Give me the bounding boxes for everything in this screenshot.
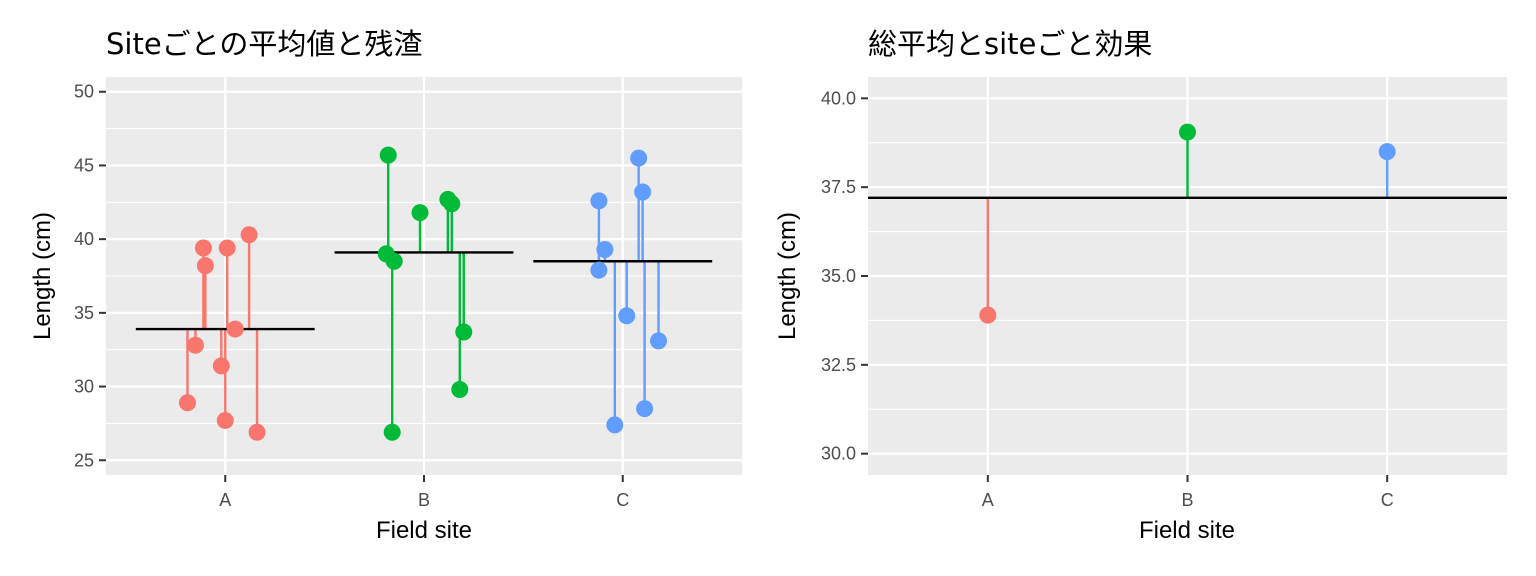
data-point	[451, 381, 469, 399]
data-point	[634, 183, 652, 201]
data-point	[194, 239, 212, 257]
left-y-tick-label: 25	[74, 450, 94, 470]
right-y-axis-title: Length (cm)	[774, 212, 801, 340]
left-x-tick-label: B	[418, 490, 430, 510]
data-point	[383, 423, 401, 441]
right-x-tick-label: C	[1381, 490, 1394, 510]
data-point	[650, 332, 668, 350]
data-point	[178, 394, 196, 412]
data-point	[443, 195, 461, 213]
data-point	[212, 357, 230, 375]
right-y-tick-label: 37.5	[821, 177, 856, 197]
data-point	[606, 416, 624, 434]
right-y-tick-label: 35.0	[821, 266, 856, 286]
right-data-marks	[868, 123, 1507, 324]
data-point	[636, 400, 654, 418]
data-point	[186, 336, 204, 354]
left-x-axis-title: Field site	[376, 517, 472, 544]
data-point	[385, 252, 403, 270]
site-effect-point	[979, 306, 997, 324]
left-y-axis-title: Length (cm)	[29, 212, 56, 340]
data-point	[218, 239, 236, 257]
left-y-tick-label: 35	[74, 303, 94, 323]
left-y-tick-label: 45	[74, 155, 94, 175]
data-point	[630, 149, 648, 167]
left-panel-title: Siteごとの平均値と残渣	[106, 27, 422, 61]
data-point	[411, 204, 429, 222]
left-y-tick-label: 30	[74, 377, 94, 397]
right-y-tick-label: 30.0	[821, 444, 856, 464]
site-effect-point	[1378, 143, 1396, 161]
data-point	[216, 411, 234, 429]
right-x-axis-title: Field site	[1139, 517, 1235, 544]
data-point	[240, 226, 258, 244]
right-x-tick-label: B	[1181, 490, 1193, 510]
right-x-tick-label: A	[982, 490, 994, 510]
right-y-tick-label: 40.0	[821, 88, 856, 108]
data-point	[618, 307, 636, 325]
left-x-tick-label: C	[616, 490, 629, 510]
data-point	[590, 192, 608, 210]
right-panel: 総平均とsiteごと効果 30.0 32.5 35.0 37.5 40.0 A B C Fie…	[774, 27, 1507, 544]
left-x-tick-label: A	[219, 490, 231, 510]
left-panel: Siteごとの平均値と残渣 25 30 35 40 45 50 A B C Field site…	[29, 27, 742, 544]
data-point	[596, 240, 614, 258]
data-point	[196, 257, 214, 275]
data-point	[455, 323, 473, 341]
data-point	[248, 423, 266, 441]
left-y-tick-label: 40	[74, 229, 94, 249]
left-y-tick-label: 50	[74, 82, 94, 102]
data-point	[590, 261, 608, 279]
data-point	[226, 320, 244, 338]
site-effect-point	[1179, 123, 1196, 141]
data-point	[379, 146, 397, 164]
right-axes: 30.0 32.5 35.0 37.5 40.0 A B C	[821, 88, 1394, 510]
left-axes: 25 30 35 40 45 50 A B C	[74, 82, 629, 510]
left-data-marks	[135, 146, 713, 441]
right-panel-title: 総平均とsiteごと効果	[868, 27, 1152, 61]
right-gridlines	[868, 77, 1507, 475]
right-y-tick-label: 32.5	[821, 355, 856, 375]
